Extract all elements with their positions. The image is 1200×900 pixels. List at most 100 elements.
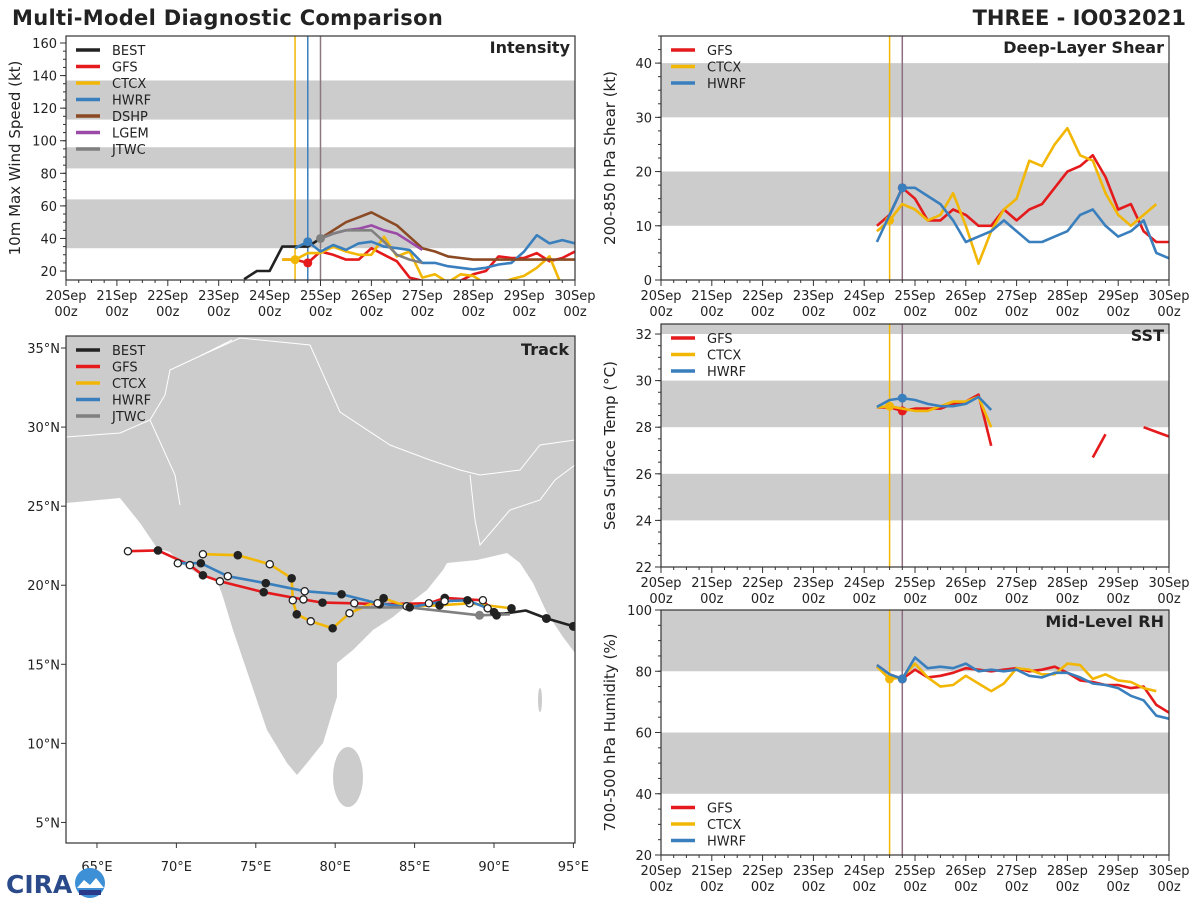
track-point-12z xyxy=(173,558,183,568)
x-tick-label-hour: 00z xyxy=(563,305,587,320)
y-tick-label: 10 xyxy=(635,220,652,235)
x-tick-label-day: 23Sep xyxy=(793,864,834,879)
track-point-00z xyxy=(337,589,346,599)
series-line-hwrf xyxy=(876,395,993,411)
lat-tick-label: 35°N xyxy=(27,342,60,357)
x-tick-label-hour: 00z xyxy=(802,592,826,607)
track-point-12z xyxy=(223,571,233,581)
track-point-12z xyxy=(349,599,359,608)
track-point-12z xyxy=(299,595,308,604)
track-point-12z xyxy=(478,596,488,605)
track-point-00z xyxy=(405,603,414,612)
x-tick-label-day: 25Sep xyxy=(894,576,935,591)
legend-label-ctcx: CTCX xyxy=(707,349,741,364)
legend-label-dshp: DSHP xyxy=(112,110,148,125)
x-tick-label-day: 23Sep xyxy=(198,289,239,304)
init-marker-hwrf xyxy=(897,183,907,193)
x-tick-label-hour: 00z xyxy=(751,592,775,607)
track-panel: 65°E 70°E 75°E 80°E 85°E 90°E 95°E5°N10°N15°N2… xyxy=(27,336,589,875)
sst-plot-area xyxy=(661,324,1169,567)
x-tick-label-hour: 00z xyxy=(1107,880,1131,895)
x-tick-label-day: 27Sep xyxy=(996,864,1037,879)
land-south-asia xyxy=(66,336,575,775)
rh-plot-area xyxy=(661,610,1169,855)
x-tick-label-hour: 00z xyxy=(1056,592,1080,607)
lat-tick-label: 15°N xyxy=(27,658,60,673)
x-tick-label-day: 28Sep xyxy=(1047,289,1088,304)
x-tick-label-day: 27Sep xyxy=(402,289,443,304)
track-point-jtwc xyxy=(475,610,485,620)
init-marker-ctcx xyxy=(290,255,300,265)
x-tick-label-day: 24Sep xyxy=(844,864,885,879)
lat-tick-label: 20°N xyxy=(27,579,60,594)
x-tick-label-hour: 00z xyxy=(903,592,927,607)
legend-label-gfs: GFS xyxy=(707,802,733,817)
lon-tick-label: 85°E xyxy=(399,860,430,875)
legend-label-gfs: GFS xyxy=(112,361,138,376)
svg-text:CIRA: CIRA xyxy=(6,870,73,899)
lon-tick-label: 70°E xyxy=(161,860,192,875)
x-tick-label-day: 28Sep xyxy=(453,289,494,304)
series-line-best xyxy=(243,237,322,280)
intensity-panel: 2040608010012014016020Sep00z21Sep00z22Se… xyxy=(6,36,596,320)
y-axis-label: 10m Max Wind Speed (kt) xyxy=(6,61,24,256)
init-marker-gfs xyxy=(303,258,313,268)
init-marker-ctcx xyxy=(885,674,895,684)
x-tick-label-hour: 00z xyxy=(751,305,775,320)
x-tick-label-hour: 00z xyxy=(105,305,129,320)
y-axis-label: 200-850 hPa Shear (kt) xyxy=(601,71,619,245)
x-tick-label-hour: 00z xyxy=(1107,305,1131,320)
track-frame xyxy=(65,335,576,844)
y-tick-label: 28 xyxy=(635,421,652,436)
x-tick-label-hour: 00z xyxy=(853,880,877,895)
intensity-plot-area xyxy=(66,36,575,280)
lat-tick-label: 10°N xyxy=(27,737,60,752)
x-tick-label-day: 24Sep xyxy=(844,576,885,591)
x-tick-label-day: 28Sep xyxy=(1047,576,1088,591)
x-tick-label-day: 25Sep xyxy=(894,864,935,879)
y-tick-label: 40 xyxy=(40,232,57,247)
panel-title: Mid-Level RH xyxy=(1045,612,1164,631)
y-tick-label: 40 xyxy=(635,788,652,803)
rh-frame xyxy=(660,609,1170,856)
intensity-frame xyxy=(65,35,576,281)
track-point-00z xyxy=(287,573,296,583)
x-tick-label-day: 25Sep xyxy=(894,289,935,304)
track-point-00z xyxy=(259,587,269,597)
x-tick-label-day: 22Sep xyxy=(742,289,783,304)
x-tick-label-day: 25Sep xyxy=(300,289,341,304)
track-plot-area xyxy=(66,336,575,843)
series-line-gfs xyxy=(1091,433,1107,459)
x-tick-label-hour: 00z xyxy=(700,592,724,607)
x-tick-label-day: 29Sep xyxy=(1098,864,1139,879)
y-axis-label: 700-500 hPa Humidity (%) xyxy=(601,633,619,831)
track-point-12z xyxy=(424,599,434,608)
track-line-ctcx xyxy=(202,552,512,630)
threshold-band xyxy=(661,610,1169,672)
x-tick-label-hour: 00z xyxy=(1005,880,1029,895)
legend-label-jtwc: JTWC xyxy=(111,143,146,158)
x-tick-label-day: 30Sep xyxy=(1148,289,1189,304)
lat-tick-label: 30°N xyxy=(27,421,60,436)
x-tick-label-day: 20Sep xyxy=(640,289,681,304)
track-point-00z xyxy=(292,610,302,619)
y-tick-label: 26 xyxy=(635,468,652,483)
x-tick-label-hour: 00z xyxy=(954,305,978,320)
x-tick-label-hour: 00z xyxy=(309,305,333,320)
legend-label-best: BEST xyxy=(112,344,145,359)
x-tick-label-day: 26Sep xyxy=(945,289,986,304)
x-tick-label-day: 29Sep xyxy=(1098,289,1139,304)
track-point-12z xyxy=(265,559,275,569)
x-tick-label-day: 21Sep xyxy=(96,289,137,304)
x-tick-label-day: 22Sep xyxy=(742,576,783,591)
series-line-ctcx xyxy=(282,235,561,280)
x-tick-label-day: 26Sep xyxy=(945,576,986,591)
x-tick-label-day: 26Sep xyxy=(945,864,986,879)
legend-label-jtwc: JTWC xyxy=(111,410,146,425)
x-tick-label-day: 20Sep xyxy=(640,576,681,591)
track-point-00z xyxy=(492,610,501,620)
track-point-12z xyxy=(300,586,309,596)
x-tick-label-hour: 00z xyxy=(1056,305,1080,320)
page-title: Multi-Model Diagnostic Comparison xyxy=(12,6,444,30)
